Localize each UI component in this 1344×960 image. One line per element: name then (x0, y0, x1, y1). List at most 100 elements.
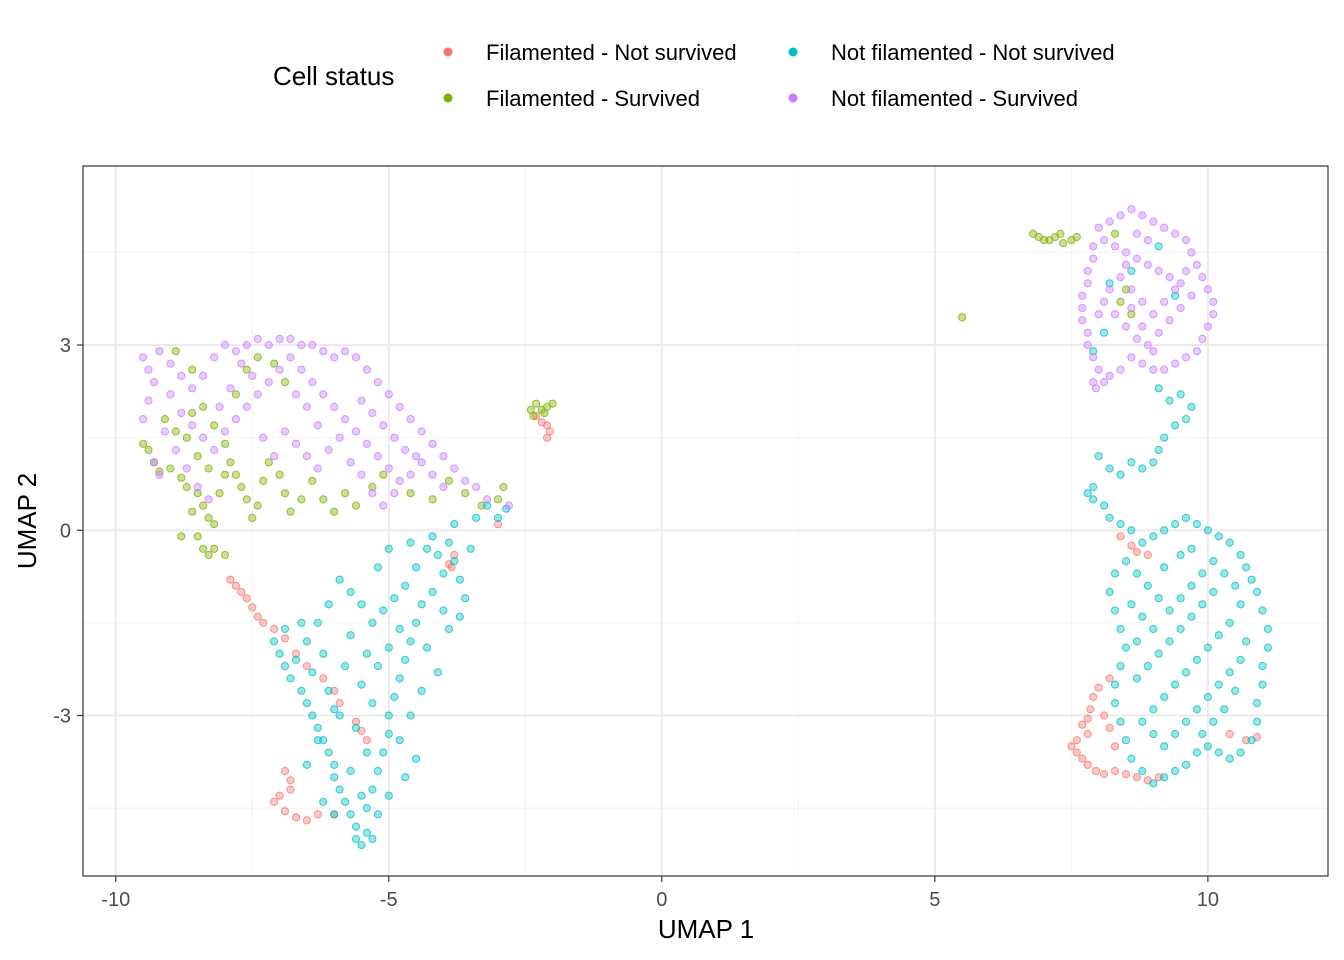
data-point (1143, 581, 1152, 590)
data-point (1258, 606, 1267, 615)
data-point (1171, 359, 1180, 368)
data-point (417, 427, 426, 436)
data-point (1091, 384, 1101, 393)
data-point (280, 662, 290, 671)
data-point (297, 365, 306, 374)
data-point (302, 816, 311, 825)
data-point (302, 452, 311, 461)
data-point (1100, 711, 1109, 720)
data-point (1121, 643, 1131, 652)
data-point (308, 668, 317, 677)
data-point (171, 445, 180, 455)
data-point (1116, 532, 1125, 541)
data-point (1160, 742, 1169, 751)
data-point (1121, 736, 1131, 745)
plot-border (82, 165, 1329, 877)
data-point (1072, 232, 1081, 242)
data-point (253, 612, 262, 621)
data-point (1138, 612, 1147, 621)
data-point (1127, 458, 1136, 467)
y-tick-label: -3 (53, 705, 71, 727)
data-point (1192, 705, 1202, 714)
data-point (330, 760, 339, 770)
data-point (1236, 600, 1245, 609)
data-point (1105, 513, 1114, 523)
data-point (1160, 433, 1169, 442)
data-point (270, 637, 279, 646)
data-point (171, 427, 180, 436)
data-point (1225, 754, 1234, 763)
data-point (1127, 266, 1136, 276)
legend-key (443, 93, 453, 103)
data-point (1143, 340, 1152, 350)
data-point (248, 371, 257, 380)
data-point (1116, 211, 1125, 220)
data-point (373, 662, 382, 671)
data-point (280, 624, 290, 634)
data-point (341, 489, 350, 498)
data-point (1078, 720, 1087, 729)
data-point (335, 433, 344, 442)
data-point (351, 822, 361, 831)
data-point (384, 544, 393, 553)
data-point (1181, 353, 1191, 362)
data-point (1116, 297, 1125, 306)
data-point (1165, 316, 1174, 325)
data-point (1171, 766, 1180, 776)
data-point (259, 433, 268, 442)
data-point (1083, 279, 1092, 288)
data-point (1160, 223, 1169, 232)
data-point (1094, 365, 1103, 374)
data-point (1154, 594, 1163, 603)
data-point (1198, 600, 1207, 609)
data-point (242, 495, 251, 504)
data-point (302, 402, 311, 411)
data-point (379, 501, 388, 510)
data-point (1078, 291, 1087, 300)
data-point (1110, 229, 1120, 238)
data-point (319, 674, 328, 683)
data-point (182, 433, 191, 442)
data-point (231, 470, 240, 479)
data-point (204, 495, 213, 504)
data-point (428, 439, 437, 448)
data-point (351, 723, 361, 732)
data-point (1116, 470, 1125, 479)
data-point (1138, 297, 1147, 306)
data-point (1083, 340, 1092, 350)
data-point (1143, 236, 1152, 245)
data-point (193, 482, 202, 492)
data-point (1181, 668, 1191, 677)
data-point (226, 458, 235, 467)
data-point (1110, 569, 1120, 578)
data-point (362, 439, 371, 448)
data-point (1105, 217, 1114, 226)
data-point (455, 575, 464, 584)
data-point (242, 594, 251, 603)
data-point (166, 464, 175, 473)
data-point (1247, 736, 1256, 745)
data-point (1154, 242, 1163, 251)
data-point (330, 686, 339, 695)
data-point (193, 532, 202, 541)
data-point (270, 452, 279, 461)
data-point (540, 408, 549, 418)
data-point (1105, 674, 1114, 683)
data-point (248, 513, 257, 523)
data-point (1094, 310, 1103, 319)
data-point (1121, 248, 1131, 257)
data-point (1171, 229, 1180, 238)
data-point (248, 603, 257, 612)
data-point (253, 390, 262, 399)
data-point (1116, 273, 1125, 282)
data-point (390, 433, 399, 442)
data-point (1214, 532, 1223, 541)
data-point (1116, 365, 1125, 374)
data-point (313, 723, 322, 732)
data-point (160, 427, 169, 436)
data-point (1171, 291, 1180, 300)
data-point (210, 421, 219, 430)
data-point (390, 594, 399, 603)
data-point (313, 618, 322, 628)
data-point (1086, 705, 1095, 714)
